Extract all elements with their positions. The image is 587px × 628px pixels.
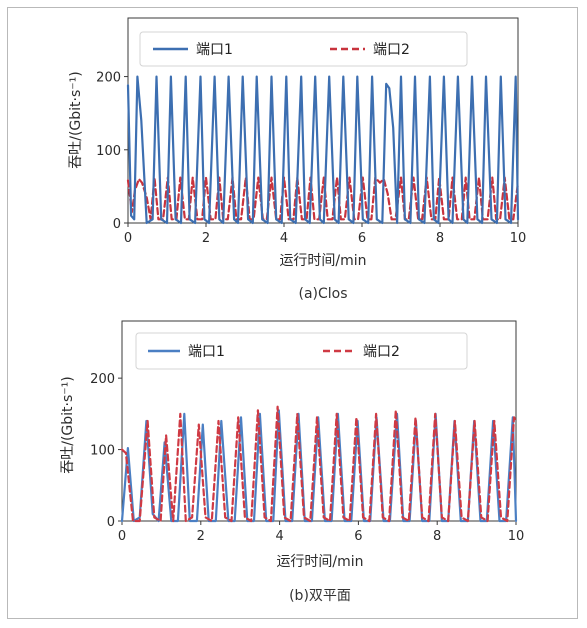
panel-a-x-axis-label: 运行时间/min bbox=[279, 253, 366, 269]
panel-a-caption: (a)Clos bbox=[298, 286, 347, 302]
panel-b-y-tick-label: 100 bbox=[90, 444, 115, 459]
panel-a-legend: 端口1 端口2 bbox=[139, 31, 468, 67]
panel-b-x-axis-label: 运行时间/min bbox=[276, 554, 363, 570]
panel-b-y-tick-label: 0 bbox=[107, 515, 115, 530]
panel-a-y-tick-label: 100 bbox=[96, 144, 121, 159]
panel-b-y-axis-label: 吞吐/(Gbit·s⁻¹) bbox=[60, 376, 76, 474]
panel-a-x-tick-label: 4 bbox=[280, 231, 288, 246]
panel-b-series-port2-line bbox=[120, 405, 518, 523]
panel-a-y-axis-label: 吞吐/(Gbit·s⁻¹) bbox=[68, 71, 84, 169]
panel-b-caption: (b)双平面 bbox=[289, 588, 351, 604]
panel-b-legend-label-port1: 端口1 bbox=[188, 344, 225, 360]
panel-b-legend: 端口1 端口2 bbox=[135, 332, 468, 370]
panel-b-x-tick-label: 6 bbox=[354, 529, 362, 544]
panel-a-x-tick-label: 2 bbox=[202, 231, 210, 246]
panel-a-legend-box bbox=[139, 31, 468, 67]
panel-a-legend-label-port2: 端口2 bbox=[373, 42, 410, 58]
panel-a-legend-label-port1: 端口1 bbox=[196, 42, 233, 58]
panel-b-x-tick-label: 2 bbox=[197, 529, 205, 544]
panel-b-x-tick-label: 4 bbox=[275, 529, 283, 544]
panel-a-y-tick-label: 200 bbox=[96, 71, 121, 86]
panel-a-y-tick-label: 0 bbox=[113, 217, 121, 232]
panel-b-y-tick-label: 200 bbox=[90, 372, 115, 387]
panel-b-legend-box bbox=[135, 332, 468, 370]
panel-b-x-tick-label: 0 bbox=[118, 529, 126, 544]
panel-a-series-port1-line bbox=[126, 75, 520, 225]
panel-b-x-tick-label: 10 bbox=[508, 529, 525, 544]
panel-a-x-tick-label: 0 bbox=[124, 231, 132, 246]
panel-a-x-tick-label: 6 bbox=[358, 231, 366, 246]
panel-b-legend-label-port2: 端口2 bbox=[363, 344, 400, 360]
panel-a-x-tick-label: 10 bbox=[510, 231, 527, 246]
panel-b-x-tick-label: 8 bbox=[433, 529, 441, 544]
panel-a-x-tick-label: 8 bbox=[436, 231, 444, 246]
